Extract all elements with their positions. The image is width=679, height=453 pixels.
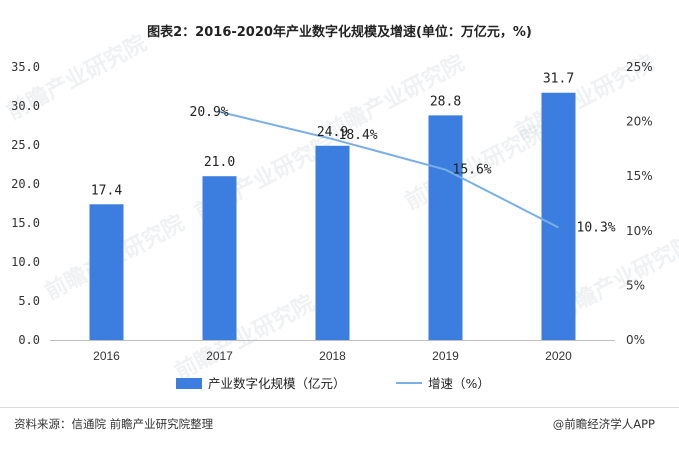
legend-bar-label: 产业数字化规模（亿元）	[208, 376, 346, 391]
y-right-tick-label: 25%	[626, 60, 653, 74]
x-tick-label: 2019	[432, 349, 459, 363]
bar	[202, 176, 237, 340]
bar-value-label: 24.9	[317, 125, 348, 140]
bar-value-label: 28.8	[430, 94, 461, 109]
bar	[315, 145, 350, 340]
y-left-tick-label: 30.0	[11, 99, 40, 113]
line-value-label: 18.4%	[339, 128, 378, 143]
y-right-tick-label: 15%	[626, 169, 653, 183]
legend-line-label: 增速（%）	[428, 376, 490, 391]
axis-layer: 0.0 5.0 10.0 15.0 20.0 25.0 30.0 35.0 0% 5% 10% 15%…	[11, 60, 653, 363]
watermark-text: 前瞻产业研究院	[171, 290, 319, 385]
line-value-label: 15.6%	[453, 163, 492, 178]
y-left-tick-label: 20.0	[11, 177, 40, 191]
y-right-tick-label: 10%	[626, 224, 653, 238]
legend-item-bar: 产业数字化规模（亿元）	[176, 375, 346, 393]
data-labels: 17.4 21.0 24.9 28.8 31.7 20.9% 18.4% 15.6% 10.3%	[91, 72, 616, 236]
bar	[541, 92, 576, 341]
y-right-tick-label: 0%	[626, 333, 645, 347]
growth-line	[219, 110, 559, 229]
line-value-label: 10.3%	[577, 221, 616, 236]
y-left-tick-label: 10.0	[11, 255, 40, 269]
y-left-tick-label: 0.0	[18, 333, 40, 347]
bar-value-label: 17.4	[91, 183, 122, 198]
line-value-label: 20.9%	[190, 105, 229, 120]
y-left-tick-label: 5.0	[18, 294, 40, 308]
legend: 产业数字化规模（亿元） 增速（%）	[0, 375, 679, 393]
x-tick-label: 2020	[545, 349, 572, 363]
bar	[428, 115, 463, 340]
brand-credit: @前瞻经济学人APP	[552, 417, 655, 431]
y-left-tick-label: 35.0	[11, 60, 40, 74]
x-tick-label: 2016	[93, 349, 120, 363]
chart-title: 图表2：2016-2020年产业数字化规模及增速(单位：万亿元，%)	[147, 25, 532, 40]
footer-divider	[0, 407, 679, 408]
legend-bar-swatch	[176, 378, 202, 389]
legend-item-line: 增速（%）	[396, 375, 490, 393]
y-right-tick-label: 5%	[626, 278, 645, 292]
legend-line-swatch	[396, 382, 422, 384]
bar-series	[89, 92, 576, 341]
bar	[89, 204, 124, 340]
y-right-tick-label: 20%	[626, 115, 653, 129]
bar-value-label: 21.0	[204, 155, 235, 170]
bar-value-label: 31.7	[543, 72, 574, 87]
source-note: 资料来源：信通院 前瞻产业研究院整理	[14, 417, 214, 431]
line-series	[219, 110, 559, 229]
y-left-tick-label: 15.0	[11, 216, 40, 230]
x-tick-label: 2017	[206, 349, 233, 363]
x-tick-label: 2018	[319, 349, 346, 363]
y-left-tick-label: 25.0	[11, 138, 40, 152]
